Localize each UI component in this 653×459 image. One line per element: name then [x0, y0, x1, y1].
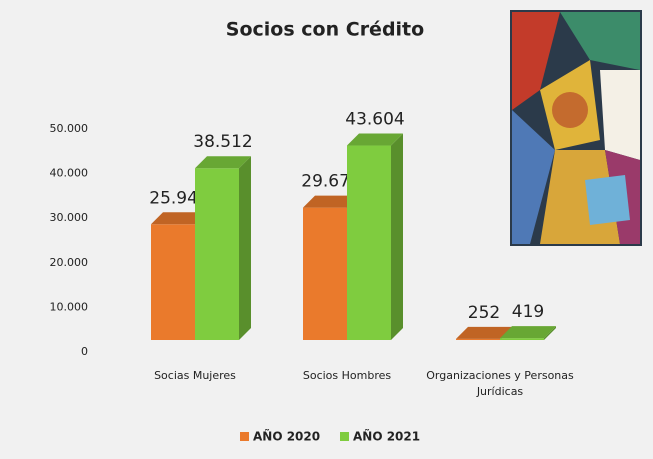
bar-side: [239, 156, 251, 340]
y-tick-label: 20.000: [50, 256, 89, 269]
x-tick-label: Socias Mujeres: [154, 369, 236, 382]
bar-side: [544, 326, 556, 340]
bar-top: [195, 156, 251, 169]
legend-swatch: [340, 432, 349, 441]
legend-label: AÑO 2020: [253, 429, 320, 444]
bar: [195, 156, 251, 340]
y-tick-label: 40.000: [50, 167, 89, 180]
bar-front: [500, 338, 544, 340]
value-label: 29.678: [301, 172, 360, 192]
bar-top: [347, 133, 403, 146]
x-tick-label-box: Socios Hombres: [302, 369, 392, 382]
legend-swatch: [240, 432, 249, 441]
x-tick-label: Organizaciones y Personas Jurídicas: [426, 369, 574, 398]
bar-front: [347, 145, 391, 340]
bar: [347, 133, 403, 340]
bar-front: [195, 168, 239, 340]
x-tick-label-box: Socias Mujeres: [154, 369, 236, 382]
value-label: 252: [468, 303, 500, 323]
bar-side: [391, 133, 403, 340]
value-label: 38.512: [193, 132, 252, 152]
legend-label: AÑO 2021: [353, 429, 420, 444]
bar: [500, 326, 556, 340]
y-tick-label: 10.000: [50, 300, 89, 313]
bar-top: [500, 326, 556, 339]
x-tick-label: Socios Hombres: [302, 369, 392, 382]
y-tick-label: 50.000: [50, 122, 89, 135]
bar-front: [456, 338, 500, 340]
x-tick-label-box: Organizaciones y Personas Jurídicas: [426, 369, 574, 398]
bar-front: [151, 224, 195, 340]
value-label: 43.604: [345, 110, 404, 130]
bar-top: [303, 195, 359, 208]
bar-top: [151, 212, 207, 225]
chart-title: Socios con Crédito: [226, 19, 424, 41]
value-label: 25.945: [149, 188, 208, 208]
y-tick-label: 0: [81, 345, 88, 358]
bar-top: [456, 326, 512, 339]
y-tick-label: 30.000: [50, 211, 89, 224]
decorative-artwork: [510, 10, 642, 246]
bar-front: [303, 207, 347, 340]
value-label: 419: [512, 302, 544, 322]
